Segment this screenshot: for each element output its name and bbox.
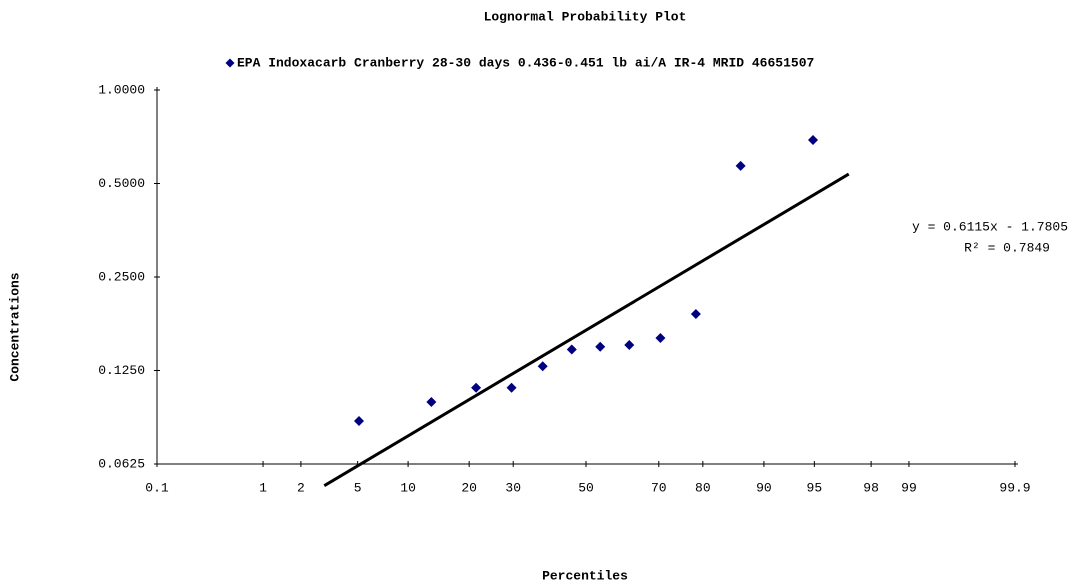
- trendline-equation: y = 0.6115x - 1.7805: [912, 219, 1068, 234]
- chart-title: Lognormal Probability Plot: [484, 9, 687, 24]
- data-point: [426, 396, 437, 407]
- data-point: [655, 333, 666, 344]
- data-point: [690, 309, 701, 320]
- x-tick-label: 95: [807, 480, 823, 495]
- x-tick-label: 0.1: [145, 480, 169, 495]
- x-tick-label: 10: [400, 480, 416, 495]
- y-tick-label: 0.1250: [98, 363, 145, 378]
- data-point: [735, 160, 746, 171]
- x-tick-label: 90: [756, 480, 772, 495]
- data-point: [808, 135, 819, 146]
- data-point: [353, 415, 364, 426]
- x-tick-label: 30: [505, 480, 521, 495]
- data-point: [595, 341, 606, 352]
- data-point: [537, 361, 548, 372]
- x-tick-label: 98: [863, 480, 879, 495]
- x-tick-label: 1: [259, 480, 267, 495]
- data-point: [624, 340, 635, 351]
- x-tick-label: 99: [901, 480, 917, 495]
- x-axis-label: Percentiles: [542, 568, 628, 582]
- data-point: [471, 382, 482, 393]
- trendline: [323, 172, 850, 487]
- data-point: [506, 382, 517, 393]
- y-tick-label: 0.0625: [98, 456, 145, 471]
- x-tick-label: 20: [461, 480, 477, 495]
- y-tick-label: 0.5000: [98, 176, 145, 191]
- y-tick-label: 0.2500: [98, 269, 145, 284]
- x-tick-label: 2: [297, 480, 305, 495]
- x-tick-label: 50: [578, 480, 594, 495]
- trendline-r2: R² = 0.7849: [964, 240, 1050, 255]
- x-tick-label: 70: [651, 480, 667, 495]
- x-tick-label: 99.9: [999, 480, 1030, 495]
- y-tick-label: 1.0000: [98, 82, 145, 97]
- x-tick-label: 5: [354, 480, 362, 495]
- legend-marker: [225, 58, 235, 68]
- data-point: [566, 344, 577, 355]
- x-tick-label: 80: [695, 480, 711, 495]
- legend-label: EPA Indoxacarb Cranberry 28-30 days 0.43…: [237, 55, 814, 70]
- y-axis-label: Concentrations: [7, 272, 22, 381]
